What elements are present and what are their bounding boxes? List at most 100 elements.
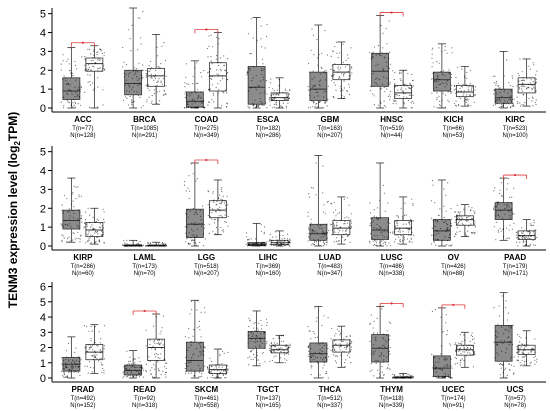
normal-count-label: N(n=165)	[256, 403, 281, 409]
significance-bracket	[379, 302, 404, 308]
normal-count-label: N(n=78)	[504, 403, 526, 409]
normal-count-label: N(n=207)	[194, 271, 219, 277]
normal-box	[330, 41, 353, 99]
category-label: BRCA	[133, 115, 156, 124]
tumor-points	[493, 177, 515, 241]
tumor-box	[369, 305, 392, 379]
tumor-points	[247, 317, 268, 366]
tumor-points	[183, 62, 206, 109]
tumor-iqr	[185, 208, 204, 238]
tumor-iqr	[432, 355, 451, 377]
significance-bracket	[379, 11, 404, 17]
normal-box	[515, 330, 538, 367]
tumor-box	[430, 179, 453, 247]
tumor-count-label: T(n=492)	[71, 396, 96, 402]
tumor-count-label: T(n=286)	[71, 264, 96, 270]
normal-box	[392, 196, 414, 245]
normal-box	[145, 313, 168, 379]
tumor-iqr	[371, 217, 390, 240]
normal-points	[454, 332, 476, 368]
normal-points	[145, 42, 167, 105]
tumor-box	[61, 336, 82, 379]
normal-points	[454, 204, 476, 238]
tumor-box	[431, 43, 453, 109]
tumor-count-label: T(n=275)	[194, 126, 219, 132]
normal-count-label: N(n=152)	[70, 403, 95, 409]
tumor-points	[245, 224, 268, 247]
category-label: PRAD	[72, 385, 95, 394]
y-tick-label: 3	[40, 184, 46, 196]
normal-box	[269, 230, 291, 247]
normal-points	[206, 348, 229, 379]
tumor-count-label: T(n=486)	[379, 264, 404, 270]
tumor-count-label: T(n=182)	[256, 126, 281, 132]
y-tick-label: 4	[40, 312, 46, 324]
tumor-iqr	[247, 331, 266, 349]
tumor-points	[307, 162, 330, 247]
normal-iqr	[147, 338, 166, 361]
tumor-box	[493, 177, 515, 241]
significance-bracket	[194, 28, 219, 34]
normal-count-label: N(n=160)	[256, 271, 281, 277]
tumor-box	[307, 305, 330, 379]
normal-box	[207, 179, 229, 236]
normal-box	[330, 196, 353, 245]
normal-points	[330, 197, 353, 243]
tumor-points	[60, 47, 83, 109]
tumor-count-label: T(n=118)	[380, 396, 404, 402]
tumor-iqr	[371, 52, 390, 87]
tumor-count-label: T(n=461)	[194, 396, 219, 402]
category-label: HNSC	[380, 115, 403, 124]
normal-box	[515, 219, 538, 247]
tumor-box	[183, 162, 206, 247]
normal-points	[83, 207, 105, 245]
tumor-count-label: T(n=369)	[256, 264, 281, 270]
category-label: LAML	[134, 253, 156, 262]
y-tick-label: 3	[40, 46, 46, 58]
y-tick-label: 0	[40, 373, 46, 385]
category-label: COAD	[195, 115, 219, 124]
tumor-points	[122, 11, 144, 109]
normal-count-label: N(n=171)	[503, 271, 528, 277]
y-tick-label: 5	[40, 9, 46, 21]
y-tick-label: 5	[40, 297, 46, 309]
y-axis-label-end: TPM)	[6, 112, 20, 141]
tumor-count-label: T(n=137)	[256, 396, 281, 402]
tumor-points	[493, 295, 515, 378]
panel-1: 012345ACCT(n=77)N(n=128)BRCAT(n=1085)N(n…	[40, 7, 546, 139]
significance-bracket	[194, 158, 219, 164]
category-label: ESCA	[257, 115, 279, 124]
tumor-box	[492, 50, 515, 109]
normal-box	[268, 334, 291, 364]
tumor-iqr	[494, 202, 513, 220]
tumor-points	[183, 163, 206, 247]
significance-bracket	[70, 41, 95, 47]
y-axis-label: TENM3 expression level (log2TPM)	[6, 112, 22, 309]
tumor-box	[122, 239, 144, 247]
normal-box	[516, 58, 538, 107]
normal-box	[330, 325, 353, 368]
tumor-count-label: T(n=523)	[503, 126, 528, 132]
normal-box	[83, 207, 105, 245]
tumor-box	[183, 60, 206, 109]
normal-count-label: N(n=44)	[381, 133, 403, 139]
tumor-count-label: T(n=519)	[379, 126, 404, 132]
category-label: TGCT	[257, 385, 279, 394]
y-tick-label: 2	[40, 65, 46, 77]
normal-count-label: N(n=91)	[442, 403, 464, 409]
normal-box	[454, 331, 476, 368]
normal-points	[453, 66, 476, 107]
category-label: READ	[133, 385, 156, 394]
tumor-count-label: T(n=57)	[505, 396, 526, 402]
normal-box	[145, 34, 167, 105]
tumor-box	[431, 307, 453, 379]
tumor-box	[122, 7, 144, 109]
normal-count-label: N(n=558)	[194, 403, 219, 409]
y-tick-label: 0	[40, 241, 46, 253]
tumor-iqr	[309, 71, 328, 101]
tumor-points	[369, 184, 392, 247]
tumor-count-label: T(n=483)	[318, 264, 343, 270]
category-label: THYM	[380, 385, 403, 394]
tumor-box	[369, 162, 392, 247]
normal-box	[392, 69, 415, 109]
